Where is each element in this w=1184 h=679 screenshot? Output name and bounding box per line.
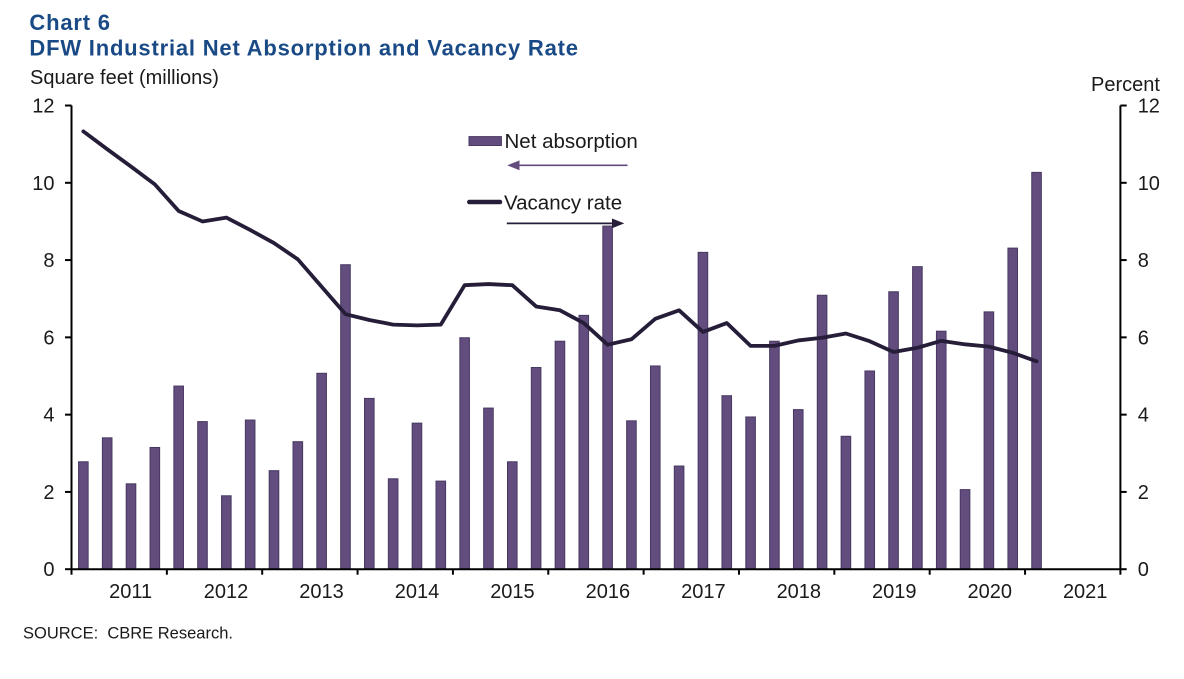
- svg-text:12: 12: [1138, 96, 1160, 118]
- svg-text:0: 0: [1138, 559, 1149, 581]
- svg-text:Net absorption: Net absorption: [505, 130, 638, 153]
- svg-text:12: 12: [32, 96, 54, 118]
- svg-text:2015: 2015: [490, 581, 535, 603]
- svg-text:2: 2: [43, 482, 54, 504]
- svg-text:0: 0: [43, 559, 54, 581]
- svg-text:8: 8: [1138, 250, 1149, 272]
- svg-text:2013: 2013: [299, 581, 344, 603]
- svg-text:6: 6: [43, 327, 54, 349]
- svg-text:Square feet (millions): Square feet (millions): [30, 67, 219, 89]
- svg-text:2012: 2012: [204, 581, 249, 603]
- svg-text:SOURCE: CBRE Research.: SOURCE: CBRE Research.: [23, 625, 233, 643]
- svg-text:2: 2: [1138, 482, 1149, 504]
- svg-text:10: 10: [1138, 173, 1160, 195]
- svg-text:2014: 2014: [395, 581, 440, 603]
- svg-text:4: 4: [1138, 405, 1149, 427]
- svg-text:2017: 2017: [681, 581, 726, 603]
- svg-text:2018: 2018: [777, 581, 822, 603]
- svg-text:2019: 2019: [872, 581, 917, 603]
- svg-text:Vacancy rate: Vacancy rate: [504, 191, 622, 214]
- svg-text:2016: 2016: [586, 581, 631, 603]
- svg-text:10: 10: [32, 173, 54, 195]
- svg-text:2021: 2021: [1063, 581, 1108, 603]
- svg-text:4: 4: [43, 405, 54, 427]
- svg-text:Chart 6: Chart 6: [29, 10, 110, 35]
- svg-text:Percent: Percent: [1091, 74, 1160, 96]
- svg-text:DFW Industrial Net Absorption: DFW Industrial Net Absorption and Vacanc…: [29, 35, 578, 60]
- svg-text:2020: 2020: [967, 581, 1012, 603]
- svg-text:8: 8: [43, 250, 54, 272]
- svg-text:2011: 2011: [109, 581, 152, 603]
- svg-text:6: 6: [1138, 327, 1149, 349]
